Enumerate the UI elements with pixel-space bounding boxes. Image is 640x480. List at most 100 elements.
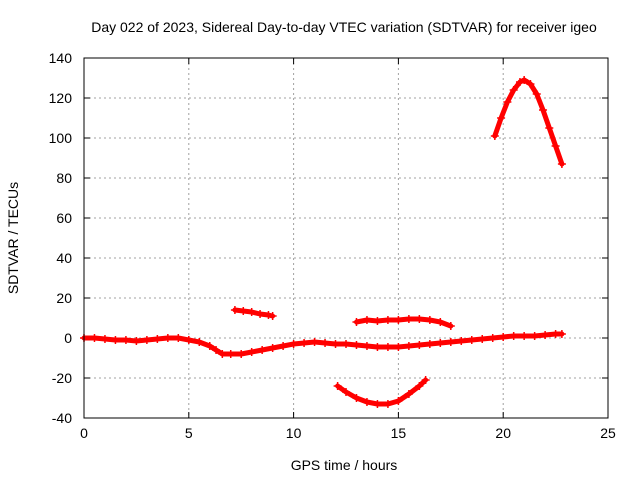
data-point [121,336,130,344]
data-point [184,336,193,344]
y-tick-label: 40 [56,250,72,266]
data-point [520,332,529,340]
data-point [226,350,235,358]
data-point [352,394,361,402]
y-axis-label: SDTVAR / TECUs [5,182,21,294]
y-tick-label: 80 [56,170,72,186]
data-point [446,338,455,346]
data-point [557,330,566,338]
data-point [415,315,424,323]
data-point [362,342,371,350]
data-point [373,317,382,325]
x-axis-label: GPS time / hours [291,457,398,473]
series-line [492,77,565,167]
data-point [268,312,277,320]
series-segment-a [230,306,277,320]
data-point [237,350,246,358]
data-point [174,334,183,342]
data-point [436,318,445,326]
data-point [264,311,273,319]
data-point [333,382,342,390]
data-point [425,340,434,348]
y-tick-label: 60 [56,210,72,226]
x-tick-label: 15 [391,425,407,441]
data-point [268,344,277,352]
y-tick-label: -20 [52,370,72,386]
series-baseline [80,330,566,358]
data-point [300,339,309,347]
data-point [404,315,413,323]
data-point [310,338,319,346]
data-point [515,78,524,86]
data-point [142,336,151,344]
data-point [509,332,518,340]
data-point [415,382,424,390]
data-point [352,318,361,326]
data-point [195,338,204,346]
data-point [394,343,403,351]
data-point [421,376,430,384]
series-segment-b [352,315,455,330]
data-point [478,335,487,343]
data-point [446,322,455,330]
data-point [499,333,508,341]
data-point [436,339,445,347]
data-point [383,343,392,351]
data-point [490,132,499,140]
y-tick-label: -40 [52,410,72,426]
data-point [520,76,529,84]
data-point [331,340,340,348]
series-segment-c [333,376,430,408]
data-point [132,337,141,345]
y-tick-label: 0 [64,330,72,346]
data-point [503,98,512,106]
data-point [383,316,392,324]
data-point [247,308,256,316]
data-point [539,106,548,114]
data-point [373,343,382,351]
plot-border [83,57,609,419]
data-point [362,316,371,324]
data-point [321,339,330,347]
data-point [541,331,550,339]
data-point [530,332,539,340]
data-point [90,334,99,342]
data-point [509,86,518,94]
data-point [394,316,403,324]
x-tick-label: 5 [185,425,193,441]
data-point [218,350,227,358]
data-point [247,348,256,356]
data-point [362,398,371,406]
data-point [163,334,172,342]
data-point [383,400,392,408]
series-segment-d [490,76,566,168]
data-point [394,397,403,405]
data-point [289,340,298,348]
x-tick-label: 25 [600,425,616,441]
axis-ticks: 0 5 10 15 20 25 -40 -20 0 20 40 60 80 100 120 140 [49,50,616,441]
data-point [239,307,248,315]
data-point [212,346,221,354]
x-tick-label: 0 [80,425,88,441]
chart-title: Day 022 of 2023, Sidereal Day-to-day VTE… [91,19,597,35]
y-tick-label: 120 [49,90,73,106]
data-point [100,335,109,343]
data-point [488,334,497,342]
data-point [404,342,413,350]
data-point [526,80,535,88]
data-point [342,340,350,348]
y-tick-label: 100 [49,130,73,146]
data-point [205,342,214,350]
data-point [153,335,162,343]
data-series [80,76,566,408]
data-point [415,341,424,349]
data-point [467,336,476,344]
data-point [545,124,554,132]
series-line [335,377,429,407]
x-tick-label: 20 [495,425,511,441]
data-point [497,114,506,122]
data-point [256,310,265,318]
data-point [557,160,566,168]
data-point [342,388,350,396]
